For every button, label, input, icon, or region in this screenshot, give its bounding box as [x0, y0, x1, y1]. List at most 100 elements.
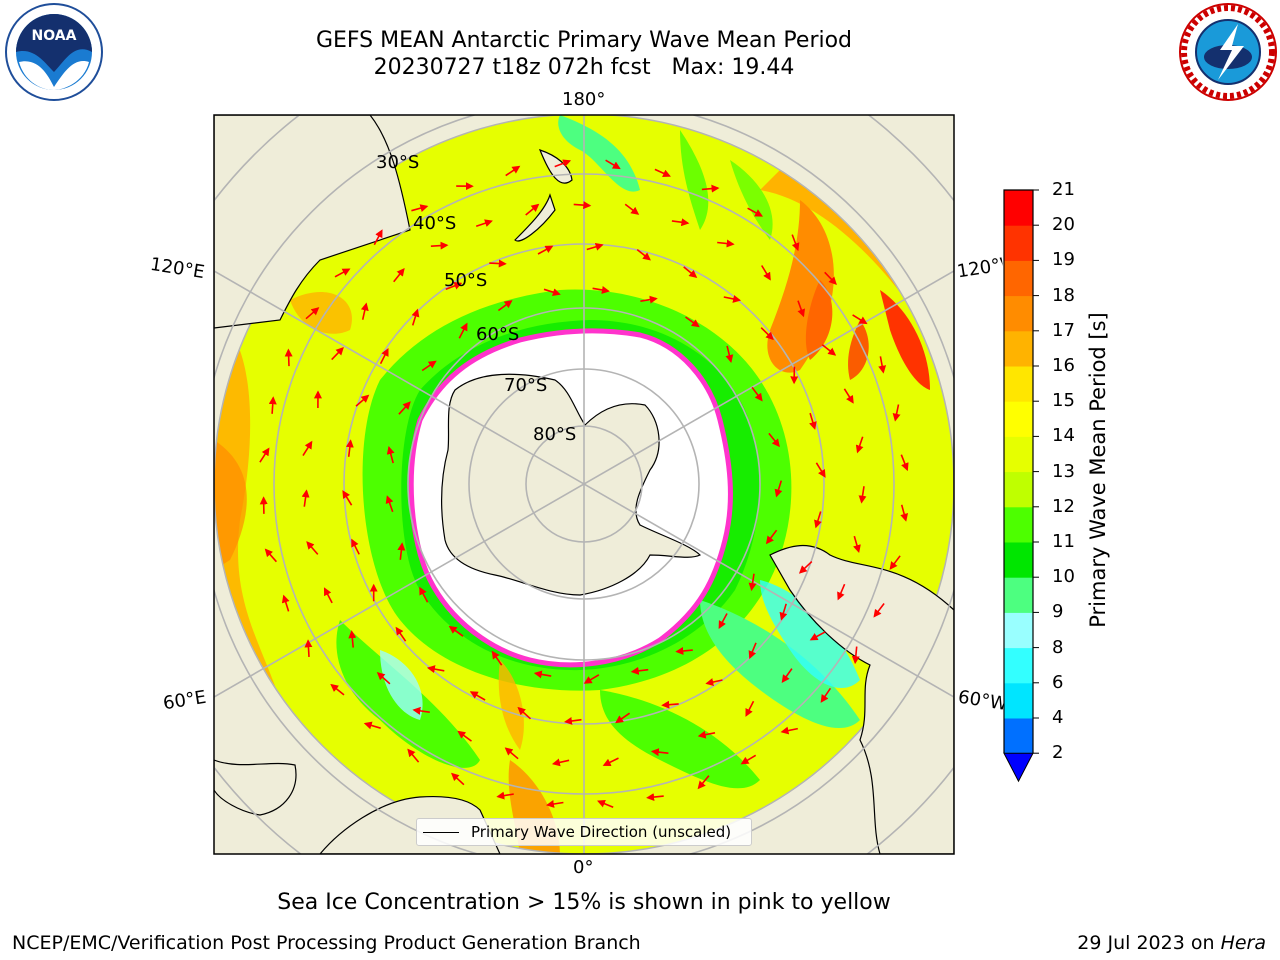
colorbar-label: Primary Wave Mean Period [s] — [1086, 312, 1110, 628]
lon-label-bottom: 0° — [573, 857, 594, 878]
wave-direction-arrow — [397, 542, 406, 560]
wave-direction-arrow — [797, 300, 806, 318]
wave-direction-arrow — [851, 646, 860, 665]
lat-label-40s: 40°S — [413, 213, 457, 234]
colorbar-segment — [1004, 577, 1033, 613]
wave-direction-arrow — [393, 267, 405, 283]
wave-direction-arrow — [398, 401, 411, 415]
wave-direction-arrow — [781, 668, 793, 684]
wave-direction-arrow — [284, 348, 293, 367]
wave-direction-arrow — [636, 248, 651, 261]
wave-direction-arrow — [858, 486, 867, 504]
footer-date: 29 Jul 2023 on Hera — [1077, 932, 1266, 954]
wave-direction-arrow — [705, 678, 723, 686]
colorbar-tick-label: 6 — [1052, 671, 1064, 693]
wave-direction-arrow — [411, 204, 429, 212]
colorbar-extend-arrow — [1003, 752, 1034, 783]
colorbar — [1003, 189, 1039, 783]
colorbar-segment — [1004, 471, 1033, 508]
lat-label-30s: 30°S — [376, 152, 420, 173]
wave-direction-arrow — [379, 347, 389, 365]
wave-direction-arrow — [843, 388, 854, 404]
colorbar-tick-label: 10 — [1052, 566, 1075, 588]
wave-direction-arrow — [533, 670, 552, 679]
footer-host: Hera — [1220, 932, 1266, 954]
wave-direction-arrow — [640, 295, 658, 304]
wave-direction-arrow — [505, 165, 521, 177]
wave-direction-arrow — [761, 265, 771, 281]
colorbar-segment — [1004, 260, 1033, 297]
colorbar-segment — [1004, 506, 1033, 543]
madagascar-land — [214, 759, 297, 816]
map-frame — [213, 114, 955, 855]
colorbar-tick-label: 19 — [1052, 249, 1075, 271]
wave-direction-arrow — [301, 489, 310, 507]
wave-direction-arrow — [630, 666, 649, 675]
wave-direction-arrow — [491, 650, 503, 666]
wave-direction-arrow — [469, 691, 486, 701]
colorbar-tick-label: 8 — [1052, 636, 1064, 658]
wave-direction-arrow — [748, 573, 757, 592]
wave-direction-arrow — [259, 447, 270, 463]
wave-direction-arrow — [855, 436, 864, 454]
wave-direction-arrow — [809, 631, 826, 641]
wave-direction-arrow — [683, 266, 698, 279]
wave-direction-arrow — [426, 665, 445, 674]
wave-direction-arrow — [779, 603, 788, 621]
wave-direction-arrow — [900, 504, 909, 522]
wave-direction-arrow — [430, 241, 449, 250]
wave-direction-arrow — [395, 626, 407, 642]
wave-direction-arrow — [504, 747, 519, 760]
wave-direction-arrow — [386, 446, 395, 464]
wave-direction-arrow — [798, 561, 813, 574]
sea-ice-caption: Sea Ice Concentration > 15% is shown in … — [277, 890, 891, 915]
wave-direction-arrow — [421, 360, 437, 372]
colorbar-segment — [1004, 330, 1033, 367]
lat-label-50s: 50°S — [444, 270, 488, 291]
wave-direction-arrow — [873, 603, 885, 618]
wave-direction-arrow — [824, 271, 837, 285]
colorbar-segment — [1004, 436, 1033, 473]
wave-direction-arrow — [586, 242, 604, 251]
wave-direction-arrow — [489, 259, 507, 268]
wave-direction-arrow — [654, 168, 671, 178]
lat-label-80s: 80°S — [533, 424, 577, 445]
wave-direction-arrow — [697, 775, 710, 790]
wave-direction-arrow — [407, 748, 420, 763]
antarctica-land — [440, 373, 702, 596]
wave-direction-arrow — [597, 799, 614, 809]
noaa-logo-icon: NOAA — [5, 3, 103, 101]
wave-direction-arrow — [583, 674, 600, 684]
wave-direction-arrow — [740, 754, 757, 765]
wave-direction-arrow — [302, 440, 313, 457]
footer-credit: NCEP/EMC/Verification Post Processing Pr… — [12, 932, 641, 954]
colorbar-tick-label: 15 — [1052, 390, 1075, 412]
wave-direction-arrow — [650, 748, 669, 757]
wave-direction-arrow — [412, 706, 430, 715]
wave-direction-arrow — [820, 687, 832, 703]
wave-direction-arrow — [376, 672, 391, 685]
legend-line-icon — [423, 831, 459, 833]
wave-direction-arrow — [646, 793, 664, 802]
wave-direction-arrow — [760, 327, 774, 341]
wave-direction-arrow — [701, 184, 720, 193]
colorbar-segment — [1004, 542, 1033, 578]
map-legend: Primary Wave Direction (unscaled) — [416, 818, 752, 846]
lon-label-top: 180° — [562, 89, 606, 110]
wave-direction-arrow — [497, 300, 513, 312]
wave-direction-arrow — [457, 730, 472, 742]
wave-direction-arrow — [330, 683, 345, 696]
colorbar-tick-label: 16 — [1052, 355, 1075, 376]
colorbar-tick-label: 17 — [1052, 319, 1075, 341]
wave-direction-arrow — [602, 757, 619, 766]
colorbar-tick-label: 2 — [1052, 742, 1064, 764]
wave-direction-arrow — [675, 647, 693, 655]
colorbar-segment — [1004, 295, 1033, 332]
wave-direction-arrow — [554, 159, 572, 168]
colorbar-tick-label: 18 — [1052, 284, 1075, 306]
legend-label: Primary Wave Direction (unscaled) — [471, 823, 732, 841]
wave-direction-arrow — [892, 404, 901, 422]
wave-direction-arrow — [543, 288, 561, 297]
new-zealand-south-land — [514, 193, 556, 242]
